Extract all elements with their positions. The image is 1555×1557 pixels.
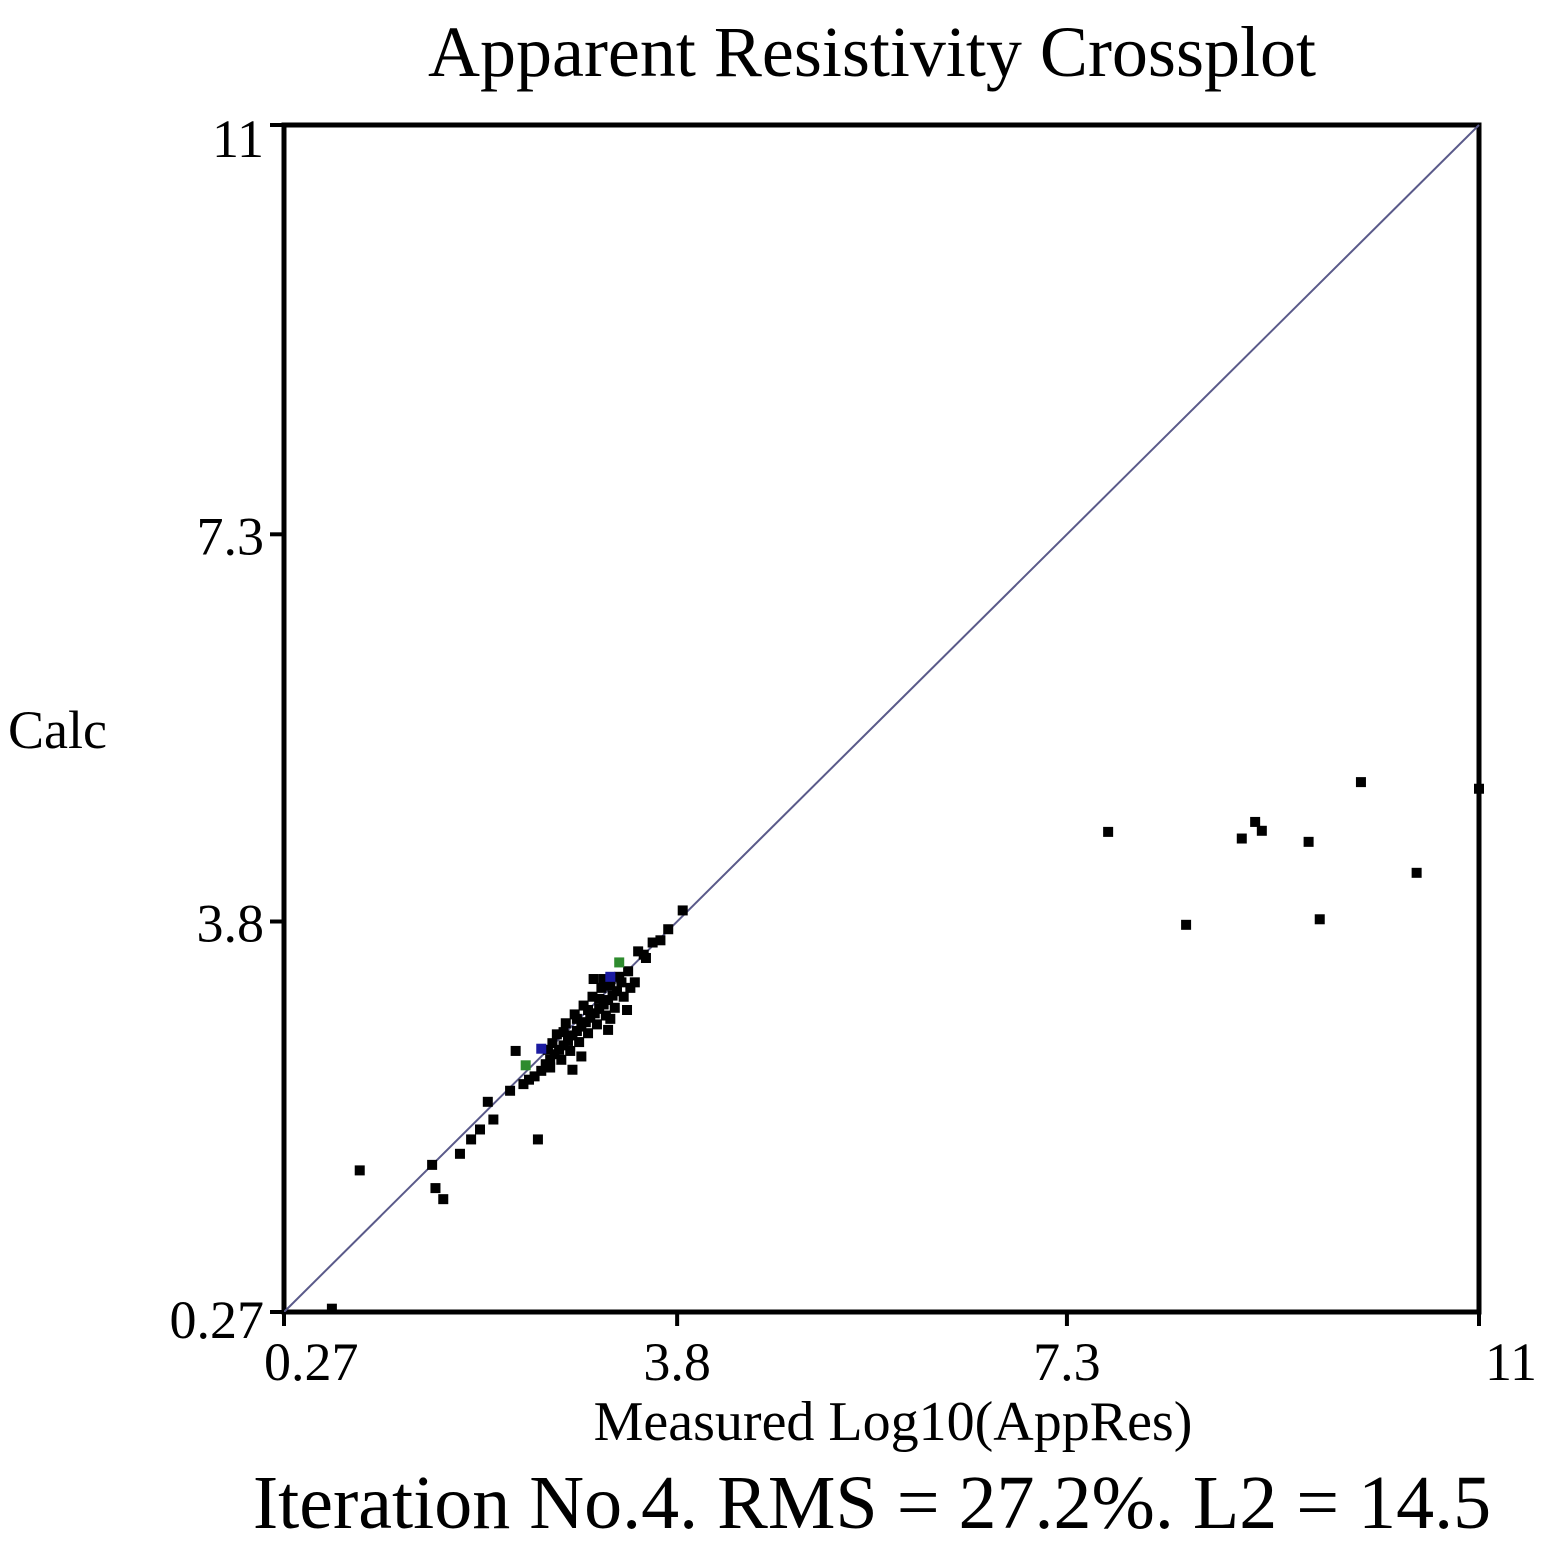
plot-frame bbox=[281, 122, 1482, 1315]
data-point bbox=[560, 1018, 571, 1029]
data-point bbox=[529, 1071, 540, 1082]
data-point bbox=[598, 974, 609, 985]
data-point bbox=[532, 1134, 543, 1145]
data-point bbox=[571, 1013, 582, 1024]
reference-line bbox=[283, 124, 1480, 1313]
x-tick-label: 11 bbox=[1485, 1332, 1537, 1392]
x-axis-ticks: 0.27 3.8 7.3 11 bbox=[264, 1312, 1537, 1392]
data-point bbox=[609, 1002, 620, 1013]
data-point bbox=[354, 1165, 365, 1176]
data-point bbox=[1236, 833, 1247, 844]
data-point bbox=[438, 1194, 449, 1205]
y-axis-label: Calc bbox=[8, 700, 107, 760]
data-point bbox=[583, 1028, 594, 1039]
data-point bbox=[623, 966, 634, 977]
highlight-point bbox=[614, 957, 625, 968]
data-point bbox=[567, 1064, 578, 1075]
data-point bbox=[475, 1124, 486, 1135]
data-point bbox=[1474, 783, 1484, 794]
data-point bbox=[622, 1004, 633, 1015]
x-tick-label: 0.27 bbox=[264, 1332, 359, 1392]
highlight-point bbox=[536, 1043, 547, 1054]
data-point bbox=[576, 1051, 587, 1062]
data-point bbox=[466, 1134, 477, 1145]
data-point bbox=[596, 982, 607, 993]
data-point bbox=[565, 1045, 576, 1056]
data-point bbox=[616, 977, 627, 988]
chart-title: Apparent Resistivity Crossplot bbox=[428, 12, 1316, 92]
data-point bbox=[614, 971, 625, 982]
x-tick-label: 3.8 bbox=[643, 1332, 711, 1392]
data-point bbox=[547, 1038, 558, 1049]
x-tick-label: 7.3 bbox=[1033, 1332, 1101, 1392]
data-point bbox=[647, 937, 658, 948]
plot-area bbox=[281, 122, 1482, 1315]
data-point bbox=[542, 1044, 553, 1055]
data-point bbox=[482, 1096, 493, 1107]
data-point bbox=[326, 1303, 337, 1314]
data-point bbox=[1303, 836, 1314, 847]
y-tick-label: 11 bbox=[212, 109, 264, 169]
data-point bbox=[633, 946, 644, 957]
y-tick-label: 7.3 bbox=[197, 506, 265, 566]
data-point bbox=[1355, 777, 1366, 788]
data-point bbox=[1181, 919, 1192, 930]
data-point bbox=[1256, 825, 1267, 836]
data-point bbox=[587, 991, 598, 1002]
data-point bbox=[594, 993, 605, 1004]
data-point bbox=[556, 1054, 567, 1065]
data-point bbox=[524, 1074, 535, 1085]
data-point bbox=[430, 1183, 441, 1194]
data-point bbox=[677, 905, 688, 916]
data-point bbox=[1103, 826, 1114, 837]
y-tick-label: 0.27 bbox=[170, 1290, 265, 1350]
data-point bbox=[562, 1035, 573, 1046]
x-axis-label: Measured Log10(AppRes) bbox=[594, 1391, 1193, 1453]
data-point bbox=[574, 1037, 585, 1048]
data-point bbox=[618, 991, 629, 1002]
iteration-summary: Iteration No.4. RMS = 27.2%. L2 = 14.5 bbox=[253, 1461, 1491, 1545]
data-point bbox=[625, 982, 636, 993]
data-point bbox=[505, 1085, 516, 1096]
data-point bbox=[605, 1013, 616, 1024]
y-tick-label: 3.8 bbox=[197, 893, 265, 953]
data-point bbox=[638, 949, 649, 960]
data-point bbox=[454, 1148, 465, 1159]
data-point bbox=[603, 1024, 614, 1035]
data-point bbox=[427, 1159, 438, 1170]
y-axis-ticks: 0.27 3.8 7.3 11 bbox=[170, 109, 284, 1350]
data-point bbox=[518, 1079, 529, 1090]
data-point bbox=[629, 977, 640, 988]
data-point bbox=[551, 1029, 562, 1040]
data-point bbox=[1411, 867, 1422, 878]
data-point bbox=[605, 980, 616, 991]
data-points bbox=[326, 777, 1484, 1314]
data-point bbox=[583, 1004, 594, 1015]
data-point bbox=[536, 1065, 547, 1076]
data-point bbox=[591, 1019, 602, 1030]
data-point bbox=[545, 1062, 556, 1073]
data-point bbox=[488, 1114, 499, 1125]
data-point bbox=[588, 974, 599, 985]
data-point bbox=[510, 1045, 521, 1056]
highlight-point bbox=[605, 971, 616, 982]
data-point bbox=[611, 986, 622, 997]
highlight-point bbox=[520, 1060, 531, 1071]
data-point bbox=[545, 1054, 556, 1065]
data-point bbox=[1314, 914, 1325, 925]
data-point bbox=[663, 924, 674, 935]
data-point bbox=[655, 935, 666, 946]
data-point bbox=[558, 1027, 569, 1038]
data-point bbox=[1250, 816, 1261, 827]
